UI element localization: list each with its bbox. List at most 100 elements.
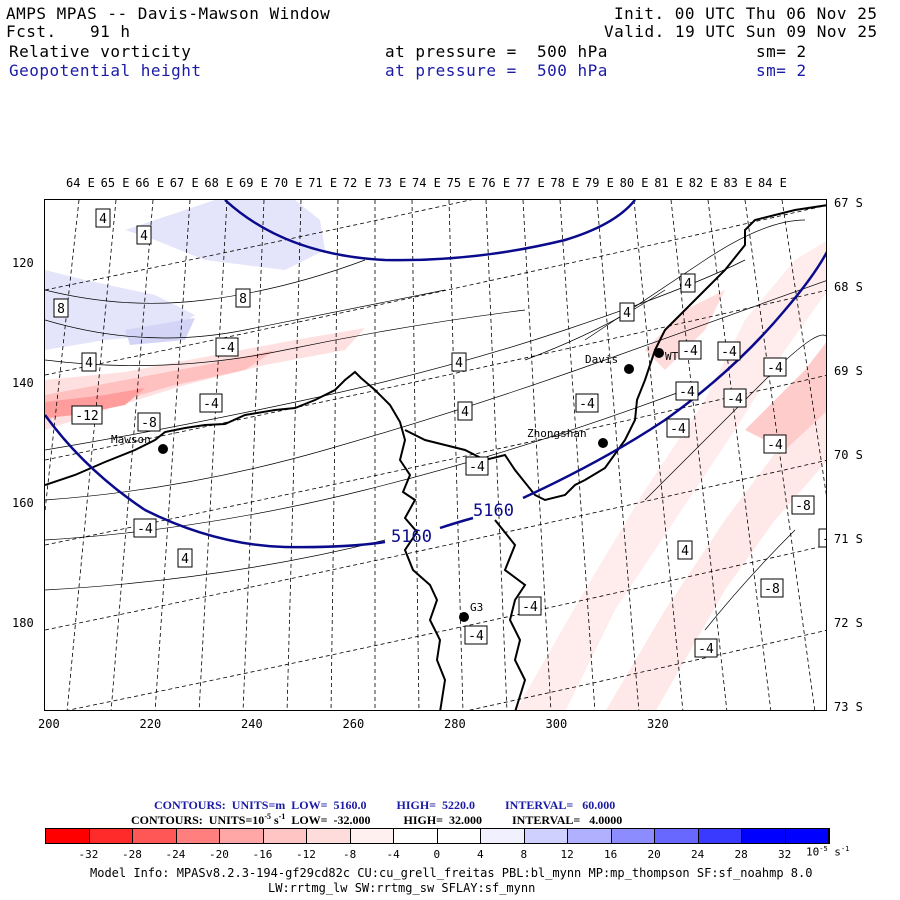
vorticity-label: 4 [136,225,152,245]
station-dot[interactable] [654,348,664,358]
station-label: Davis [585,353,618,366]
init-time: Init. 00 UTC Thu 06 Nov 25 [614,4,878,23]
station-dot[interactable] [158,444,168,454]
colorbar-tick: -24 [165,848,186,861]
vorticity-label: 8 [235,288,251,308]
vorticity-label: -4 [723,388,747,408]
colorbar-segment [481,829,525,843]
meridian-line [411,200,420,710]
vorticity-label: 4 [451,352,467,372]
meridian-line [559,200,596,710]
colorbar-segment [742,829,786,843]
svg-text:8: 8 [239,292,247,307]
negative-vorticity-area [516,241,826,710]
colorbar [45,828,830,844]
height-contour-label: 5160 [473,501,514,521]
colorbar-segment [568,829,612,843]
negative-vorticity-area [745,342,826,450]
colorbar-segment [220,829,264,843]
longitude-label: 76 E [481,176,511,190]
longitude-label: 67 E [169,176,199,190]
parallel-line [45,460,826,631]
latitude-label: 69 S [834,364,863,378]
meridian-line [744,200,816,710]
vorticity-label: -4 [133,518,157,538]
svg-text:-8: -8 [764,582,780,597]
svg-text:-4: -4 [469,460,485,475]
valid-time: Valid. 19 UTC Sun 09 Nov 25 [604,22,878,41]
colorbar-segment [655,829,699,843]
colorbar-tick: -4 [386,848,400,861]
svg-text:-4: -4 [767,438,783,453]
vorticity-label: -4 [575,393,599,413]
colorbar-segment [263,829,307,843]
vorticity-label: -4 [215,337,239,357]
longitude-label: 81 E [654,176,684,190]
svg-text:-4: -4 [203,397,219,412]
svg-text:4: 4 [681,544,689,559]
latitude-label: 68 S [834,280,863,294]
colorbar-unit: 10-5 s-1 [806,845,850,859]
colorbar-tick: -20 [209,848,229,861]
svg-text:-4: -4 [522,600,538,615]
meridian-line [286,200,302,710]
meridian-line [66,200,117,710]
colorbar-segment [307,829,351,843]
forecast-hour: 91 h [90,22,131,41]
colorbar-segment [524,829,568,843]
station-dot[interactable] [459,612,469,622]
colorbar-tick: -16 [252,848,273,861]
station-dot[interactable] [598,438,608,448]
vorticity-label: -4 [763,434,787,454]
longitude-label: 74 E [412,176,441,190]
longitude-label: 75 E [446,176,476,190]
station-label: Mawson [111,433,151,446]
forecast-label: Fcst. [6,22,57,41]
colorbar-segment [176,829,220,843]
vorticity-label: -8 [791,495,815,515]
vorticity-label: 4 [680,273,696,293]
vorticity-label: -4 [717,341,741,361]
svg-text:4: 4 [99,212,107,227]
height-contours [45,200,826,549]
vorticity-label: -4 [675,381,699,401]
colorbar-tick: -8 [343,848,357,861]
svg-text:-4: -4 [679,385,695,400]
svg-text:-4: -4 [767,361,783,376]
field2-smoothing: sm= 2 [756,61,807,80]
longitude-label: 72 E [342,176,372,190]
meridian-line [485,200,508,710]
colorbar-tick: 0 [433,848,441,861]
height-contour-info: CONTOURS: UNITS=m LOW= 5160.0 HIGH= 5220… [154,798,616,812]
colorbar-tick: 24 [691,848,705,861]
colorbar-segment [350,829,394,843]
colorbar-tick: -12 [296,848,316,861]
longitude-label: 66 E [135,176,165,190]
station-label: Zhongshan [527,427,587,440]
parallel-line [45,205,826,376]
colorbar-tick: 28 [734,848,748,861]
longitude-label: 84 E [758,176,787,190]
meridian-line [448,200,464,710]
latitude-label: 70 S [834,448,863,462]
meridian-line [707,200,772,710]
meridian-line [110,200,154,710]
negative-vorticity-area [645,290,725,370]
contour-labels: 4 4 8 8 4 -4 -4 -12 -8 4 4 -4 -4 4 4 -4 -4 -4 -4 -4 -4 -4 -8 -4… [53,208,826,658]
negative-vorticity-area [45,388,145,418]
station-dot[interactable] [624,364,634,374]
svg-text:-4: -4 [670,422,686,437]
longitude-label: 70 E [273,176,303,190]
parallel-line [45,200,473,291]
vorticity-contours [45,219,826,631]
latitude-label: 71 S [834,532,863,546]
colorbar-tick: 32 [778,848,792,861]
map-panel[interactable]: Mawson Davis Zhongshan G3 WT 5160 5160 4 4 8 8 4 -4… [44,199,827,711]
longitude-label: 79 E [585,176,614,190]
meridian-line [781,200,826,496]
colorbar-segment [46,829,90,843]
svg-text:-8: -8 [141,416,157,431]
vorticity-label: 4 [677,540,693,560]
colorbar-segment [133,829,177,843]
y-axis-label: 140 [12,376,34,390]
